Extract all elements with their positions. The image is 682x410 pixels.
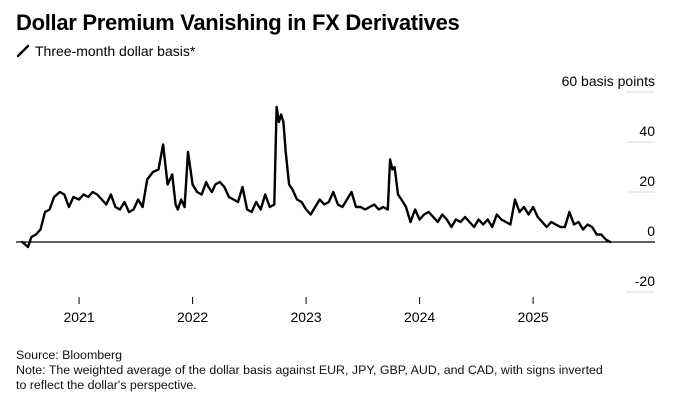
x-tick-label: 2024 — [404, 309, 435, 325]
y-tick-label: 0 — [647, 223, 655, 239]
legend-label: Three-month dollar basis* — [35, 43, 196, 59]
note-line-1: Note: The weighted average of the dollar… — [16, 363, 603, 377]
footer: Source: Bloomberg Note: The weighted ave… — [16, 348, 666, 393]
x-tick-label: 2023 — [291, 309, 322, 325]
x-tick-label: 2022 — [177, 309, 208, 325]
source-note: Source: Bloomberg — [16, 348, 123, 362]
legend-line-icon — [16, 44, 30, 58]
y-tick-label: -20 — [635, 273, 655, 289]
y-tick-label: 40 — [639, 123, 655, 139]
x-tick-label: 2025 — [518, 309, 549, 325]
y-tick-label: 60 basis points — [562, 73, 655, 89]
y-tick-label: 20 — [639, 173, 655, 189]
series-line — [21, 105, 612, 249]
x-tick-label: 2021 — [64, 309, 95, 325]
note-line-2: to reflect the dollar's perspective. — [16, 378, 197, 392]
legend: Three-month dollar basis* — [16, 43, 195, 59]
chart-title: Dollar Premium Vanishing in FX Derivativ… — [16, 10, 460, 35]
